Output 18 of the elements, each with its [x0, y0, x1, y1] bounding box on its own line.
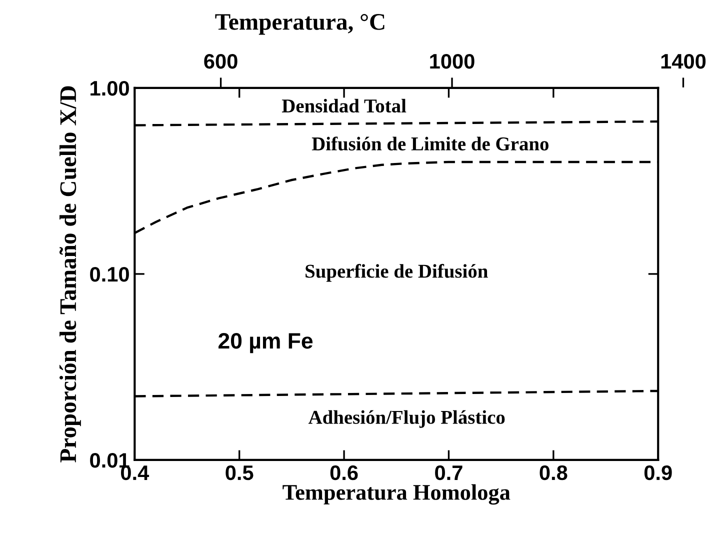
- x2-tick-label: 1400: [661, 54, 706, 69]
- x-tick-label: 0.8: [540, 465, 568, 480]
- x2-axis-title: Temperatura, °C: [215, 14, 384, 35]
- annotation: Superficie de Difusión: [306, 264, 488, 282]
- x-tick-label: 0.6: [330, 465, 358, 480]
- x-tick-label: 0.7: [435, 465, 462, 480]
- x-axis-title: Temperatura Homologa: [282, 484, 510, 505]
- y-tick-label: 0.10: [90, 266, 129, 282]
- x-tick-label: 0.5: [226, 465, 254, 480]
- y-axis-title: Proporción de Tamaño de Cuello X/D: [59, 86, 81, 462]
- x2-tick-label: 1000: [430, 54, 474, 69]
- annotation: Densidad Total: [282, 98, 406, 113]
- annotation: Adhesión/Flujo Plástico: [308, 410, 505, 428]
- annotation: Difusión de Limite de Grano: [312, 136, 549, 151]
- x-tick-label: 0.9: [644, 465, 672, 480]
- x2-tick-label: 600: [204, 54, 238, 69]
- annotation: 20 µm Fe: [218, 333, 313, 354]
- y-tick-label: 1.00: [90, 80, 129, 96]
